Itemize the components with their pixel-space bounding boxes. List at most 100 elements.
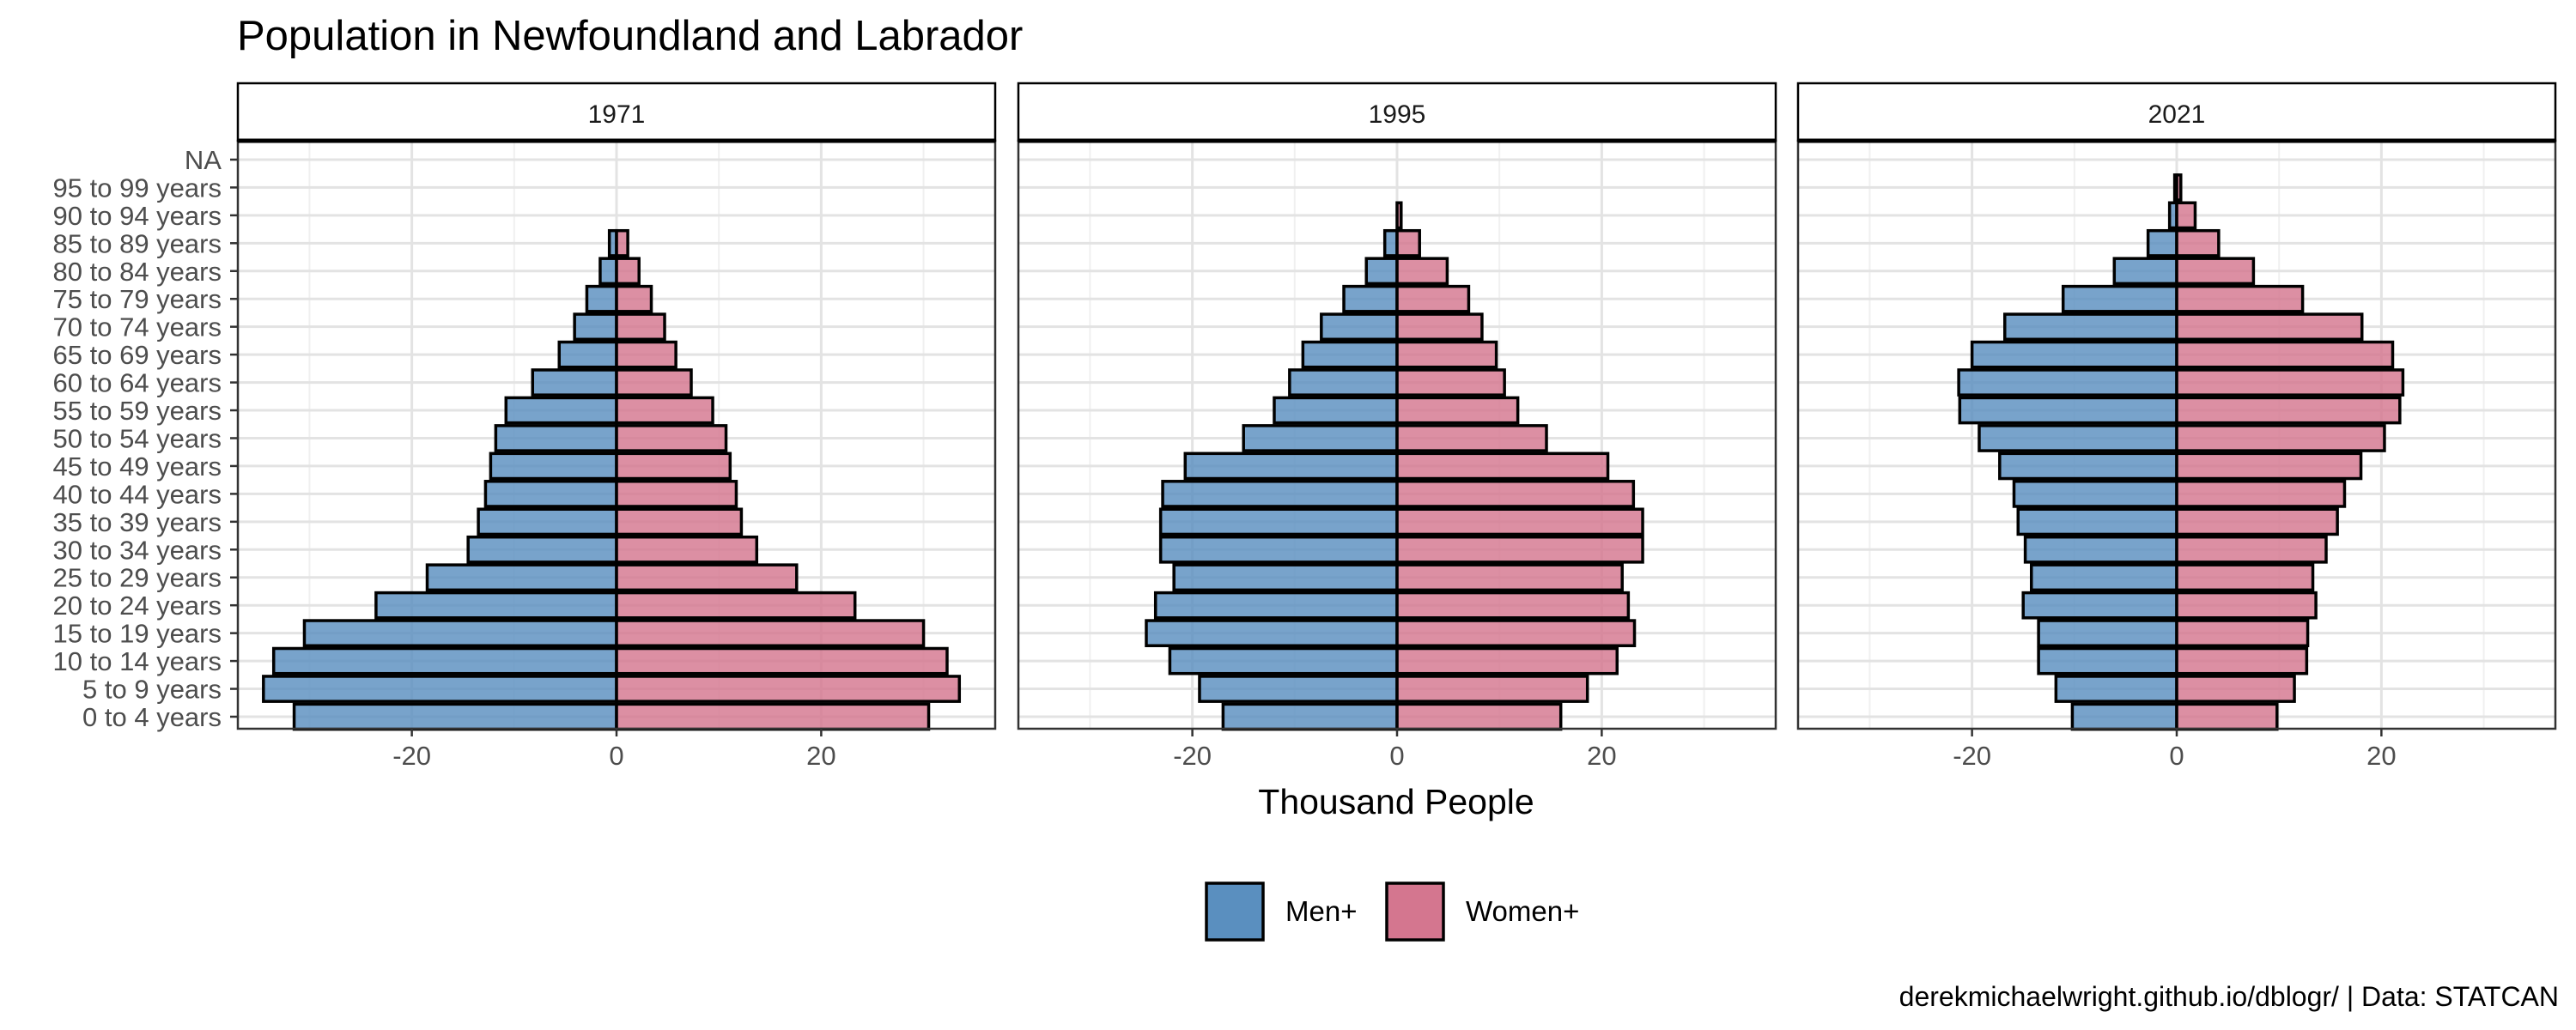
bar: [531, 368, 618, 397]
legend-swatch: [1385, 882, 1445, 942]
bar: [2175, 646, 2309, 676]
bar: [615, 312, 666, 342]
bar: [2037, 646, 2178, 676]
bar: [504, 396, 618, 425]
bar: [302, 619, 618, 647]
bar: [2070, 702, 2178, 731]
bar: [1395, 424, 1548, 452]
bar: [2054, 675, 2178, 703]
bar: [2146, 228, 2178, 258]
bar: [1395, 257, 1449, 286]
bar: [615, 646, 949, 676]
facet-strip-label: 1995: [1369, 100, 1426, 129]
x-tick-label: 20: [2366, 741, 2396, 771]
bar: [1978, 424, 2178, 452]
bar: [1395, 675, 1589, 703]
y-tick-label: NA: [185, 145, 222, 175]
bar: [2175, 257, 2256, 286]
legend-item: Women+: [1385, 882, 1579, 942]
bar: [374, 591, 618, 620]
bar: [615, 675, 962, 703]
bar: [615, 451, 732, 481]
x-axis-title: Thousand People: [1258, 782, 1534, 821]
bar: [615, 396, 714, 425]
y-tick-label: 70 to 74 years: [53, 312, 222, 342]
y-tick-label: 55 to 59 years: [53, 396, 222, 426]
bar: [1970, 340, 2178, 369]
bar: [1183, 451, 1399, 481]
bar: [585, 284, 618, 313]
bar: [1395, 340, 1498, 369]
bar: [2061, 284, 2178, 313]
y-tick-label: 90 to 94 years: [53, 201, 222, 231]
bar: [1168, 646, 1399, 676]
y-tick-label: 80 to 84 years: [53, 257, 222, 287]
bar: [2175, 591, 2318, 620]
y-tick-label: 0 to 4 years: [82, 702, 222, 732]
legend-swatch: [1205, 882, 1265, 942]
legend: Men+ Women+: [1205, 882, 1579, 942]
bar: [262, 675, 618, 703]
bar: [477, 507, 618, 536]
y-tick-label: 50 to 54 years: [53, 423, 222, 453]
bar: [2012, 480, 2178, 508]
bar: [1395, 646, 1619, 676]
bar: [2175, 312, 2364, 342]
bar: [1395, 368, 1506, 397]
bar: [1342, 284, 1399, 313]
x-tick-label: 0: [609, 741, 623, 771]
bar: [2175, 340, 2395, 369]
bar: [1364, 257, 1399, 286]
bar: [557, 340, 618, 369]
bar: [1273, 396, 1399, 425]
bar: [2175, 424, 2386, 452]
y-tick-label: 20 to 24 years: [53, 591, 222, 621]
bar: [1242, 424, 1399, 452]
bar: [615, 480, 738, 508]
bar: [2023, 535, 2178, 564]
legend-label: Men+: [1285, 895, 1357, 927]
bar: [615, 563, 799, 592]
bar: [2175, 507, 2339, 536]
facet-panel: 1971 -20 0 20: [236, 82, 997, 771]
bar: [573, 312, 618, 342]
facet-panel: 1995 -20 0 20: [1017, 82, 1777, 771]
x-tick-label: 20: [806, 741, 835, 771]
x-tick-label: -20: [392, 741, 431, 771]
bar: [2175, 480, 2347, 508]
bar: [292, 702, 618, 731]
bar: [1395, 451, 1610, 481]
bar: [1198, 675, 1399, 703]
bar: [489, 451, 618, 481]
bar: [2175, 451, 2363, 481]
y-tick-label: 15 to 19 years: [53, 619, 222, 649]
bar: [2030, 563, 2178, 592]
facet-panel: 2021 -20 0 20: [1796, 82, 2557, 771]
bar: [1395, 284, 1471, 313]
bar: [2175, 619, 2310, 647]
bar: [1957, 368, 2178, 397]
bar: [1158, 507, 1399, 536]
bar: [2016, 507, 2178, 536]
bar: [1395, 312, 1484, 342]
bar: [1320, 312, 1399, 342]
bar: [2175, 228, 2221, 258]
bar: [615, 257, 641, 286]
x-tick-label: 0: [2169, 741, 2184, 771]
bar: [2003, 312, 2178, 342]
bar: [1288, 368, 1399, 397]
x-tick-label: -20: [1953, 741, 1991, 771]
bar: [1221, 702, 1399, 731]
facet-strip-label: 1971: [588, 100, 646, 129]
facet-strip: [1796, 82, 2557, 142]
bar: [1172, 563, 1399, 592]
bar: [2175, 675, 2296, 703]
bar: [615, 702, 931, 731]
bar: [2175, 396, 2402, 425]
bar: [2175, 173, 2183, 202]
y-tick-label: 85 to 89 years: [53, 228, 222, 258]
bar: [1395, 480, 1636, 508]
bar: [615, 228, 629, 258]
